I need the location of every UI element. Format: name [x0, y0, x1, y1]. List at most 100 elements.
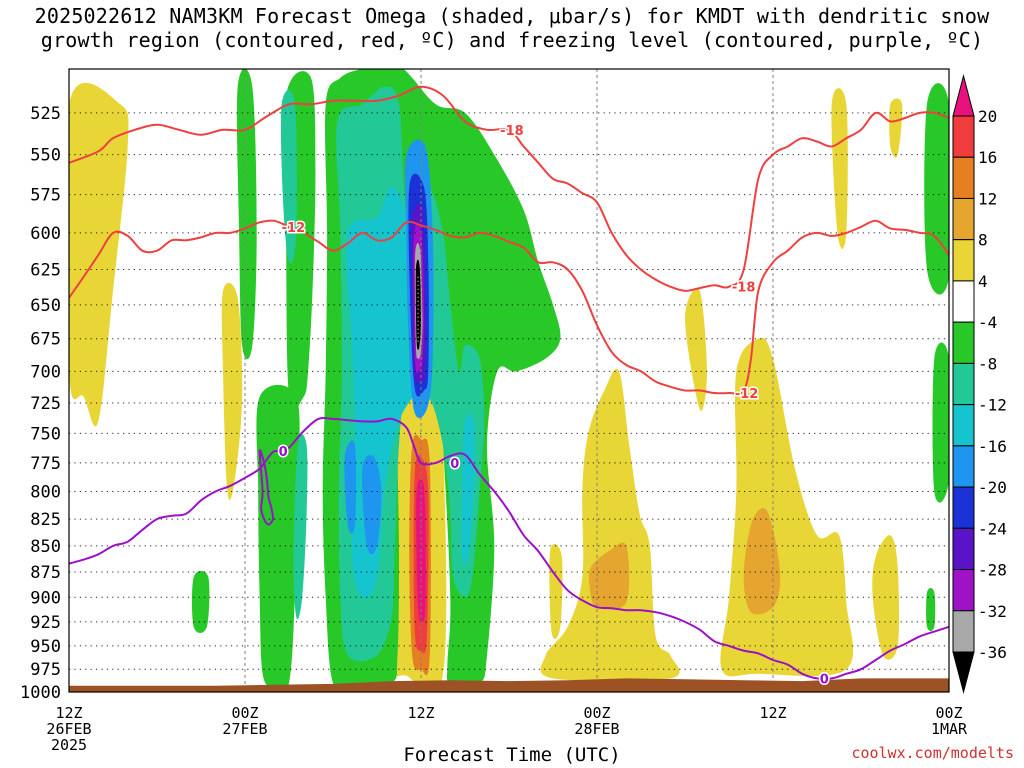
- x-tick-label-24: 12Z: [407, 704, 434, 722]
- colorbar-bin-10: [952, 486, 975, 529]
- x-tick-label-0: 12Z 26FEB 2025: [46, 704, 91, 754]
- colorbar-bin-2: [952, 156, 975, 199]
- colorbar-label-9: -20: [978, 478, 1007, 497]
- x-tick-label-12: 00Z 27FEB: [222, 704, 267, 738]
- contour-label-6: 0: [820, 672, 829, 687]
- omega-area-2: [549, 544, 563, 639]
- axis-layer: 525 550 575 600 625 650 675 700 725 750 775 800 825 8…: [20, 104, 968, 754]
- colorbar-bin-4: [952, 239, 975, 282]
- colorbar-label-0: 20: [978, 107, 997, 126]
- omega-area-25: [280, 90, 297, 264]
- omega-area-20: [932, 342, 949, 503]
- colorbar-bin-6: [952, 321, 975, 364]
- colorbar-bin-12: [952, 569, 975, 612]
- ground-surface: [69, 678, 949, 692]
- contour-label-0: -18: [500, 124, 524, 139]
- omega-area-28: [461, 413, 475, 566]
- omega-area-17: [256, 384, 300, 692]
- dgz-contour-0: [69, 85, 949, 292]
- colorbar-bin-11: [952, 527, 975, 571]
- contour-label-2: -18: [732, 281, 756, 296]
- dgz-contour-1: [69, 219, 949, 395]
- contour-label-3: -12: [735, 387, 759, 402]
- x-tick-label-48: 12Z: [759, 704, 786, 722]
- colorbar-bin-5: [952, 280, 975, 323]
- colorbar-label-3: 8: [978, 231, 988, 250]
- colorbar-bin-13: [952, 610, 975, 653]
- colorbar-label-4: 4: [978, 272, 988, 291]
- y-tick-label-750: 750: [30, 424, 61, 444]
- omega-area-3: [540, 368, 680, 682]
- colorbar-bin-3: [952, 197, 975, 241]
- y-tick-label-575: 575: [30, 186, 61, 206]
- colorbar-label-5: -4: [978, 313, 997, 332]
- colorbar-label-10: -24: [978, 519, 1007, 538]
- colorbar: 20 16 12 8 4 -4 -8 -12 -16 -20 -24 -28 -32 -36: [952, 74, 1007, 694]
- colorbar-bin-8: [952, 404, 975, 447]
- chart-title: 2025022612 NAM3KM Forecast Omega (shaded…: [0, 4, 1024, 52]
- y-tick-label-850: 850: [30, 537, 61, 557]
- colorbar-label-1: 16: [978, 148, 997, 167]
- y-tick-label-725: 725: [30, 394, 61, 414]
- y-tick-label-625: 625: [30, 261, 61, 281]
- colorbar-label-13: -36: [978, 643, 1007, 662]
- colorbar-label-12: -32: [978, 602, 1007, 621]
- x-axis-title: Forecast Time (UTC): [403, 744, 621, 766]
- y-tick-label-875: 875: [30, 563, 61, 583]
- y-tick-label-825: 825: [30, 510, 61, 530]
- y-tick-label-925: 925: [30, 613, 61, 633]
- omega-area-22: [926, 587, 936, 632]
- x-tick-label-36: 00Z 28FEB: [574, 704, 619, 738]
- y-tick-label-950: 950: [30, 637, 61, 657]
- colorbar-bin-9: [952, 445, 975, 488]
- y-tick-label-525: 525: [30, 104, 61, 124]
- chart-title-line1: 2025022612 NAM3KM Forecast Omega (shaded…: [34, 4, 990, 28]
- x-tick-label-60: 00Z 1MAR: [931, 704, 968, 738]
- y-tick-label-675: 675: [30, 330, 61, 350]
- omega-area-6: [872, 535, 900, 660]
- y-tick-label-900: 900: [30, 588, 61, 608]
- omega-area-21: [924, 83, 949, 295]
- contour-layer: [69, 85, 949, 680]
- omega-area-11: [588, 542, 630, 610]
- omega-area-29: [362, 455, 382, 555]
- y-tick-label-650: 650: [30, 296, 61, 316]
- contour-label-layer: -18 -12 -18 -12 0 0 0: [277, 122, 830, 689]
- omega-area-4: [685, 288, 707, 411]
- y-tick-label-700: 700: [30, 362, 61, 382]
- credit-text: coolwx.com/modelts: [851, 744, 1014, 762]
- colorbar-bin-top: [952, 74, 975, 117]
- colorbar-bin-bottom: [952, 651, 975, 694]
- colorbar-label-11: -28: [978, 561, 1007, 580]
- y-tick-label-600: 600: [30, 224, 61, 244]
- contour-label-5: 0: [450, 457, 459, 472]
- omega-area-19: [191, 570, 210, 634]
- colorbar-bin-1: [952, 115, 975, 158]
- y-tick-label-975: 975: [30, 660, 61, 680]
- contour-label-4: 0: [279, 445, 288, 460]
- colorbar-bin-7: [952, 362, 975, 406]
- plot-frame: [68, 68, 950, 693]
- colorbar-label-2: 12: [978, 189, 997, 208]
- omega-area-1: [221, 282, 243, 501]
- y-tick-label-550: 550: [30, 146, 61, 166]
- omega-area-12: [743, 508, 781, 615]
- omega-area-16: [236, 69, 257, 360]
- chart-title-line2: growth region (contoured, red, ºC) and f…: [40, 28, 984, 52]
- ground-layer: [69, 678, 949, 692]
- colorbar-label-7: -12: [978, 396, 1007, 415]
- y-tick-label-800: 800: [30, 482, 61, 502]
- freezing-level-contour-2: [69, 416, 949, 680]
- omega-area-7: [831, 88, 848, 249]
- colorbar-label-6: -8: [978, 354, 997, 373]
- omega-shading-layer: [69, 69, 949, 692]
- y-tick-label-1000: 1000: [20, 683, 61, 703]
- y-tick-label-775: 775: [30, 454, 61, 474]
- omega-area-30: [344, 440, 357, 534]
- omega-area-8: [889, 98, 903, 158]
- omega-area-24: [293, 433, 308, 620]
- freezing-level-contour-3: [258, 449, 275, 526]
- colorbar-label-8: -16: [978, 437, 1007, 456]
- contour-label-1: -12: [282, 221, 306, 236]
